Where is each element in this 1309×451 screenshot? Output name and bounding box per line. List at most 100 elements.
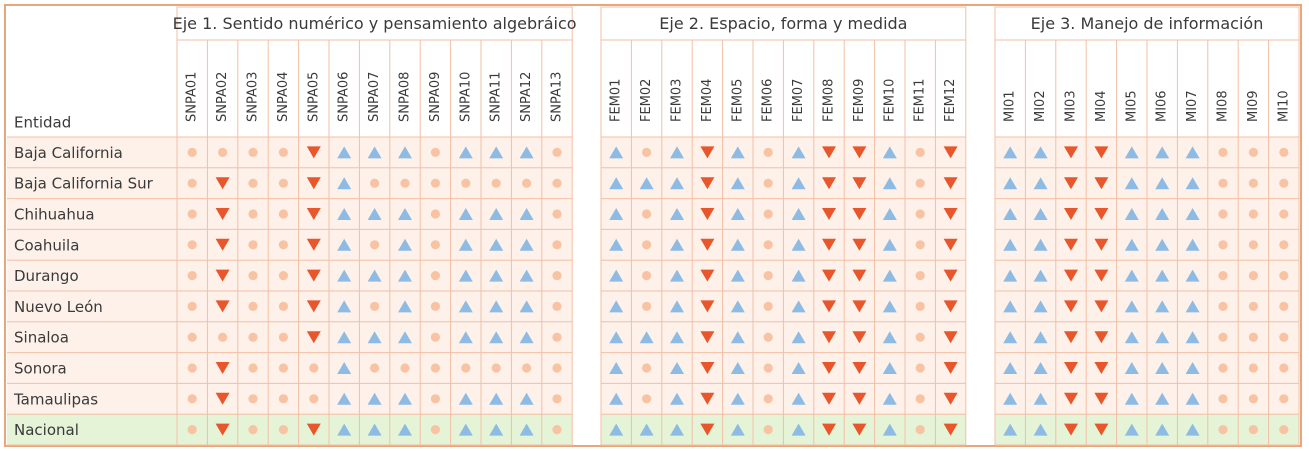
mark-down — [1064, 362, 1078, 374]
mark-circle — [278, 363, 288, 373]
mark-circle — [309, 394, 319, 404]
mark-circle — [430, 394, 440, 404]
mark-up — [1155, 300, 1170, 313]
mark-down — [852, 300, 867, 313]
mark-up — [519, 269, 534, 282]
mark-down — [943, 177, 958, 190]
mark-circle — [370, 301, 380, 311]
mark-up — [730, 177, 745, 190]
mark-circle — [430, 147, 440, 157]
mark-up — [730, 392, 745, 405]
mark-circle — [763, 271, 773, 281]
mark-up — [609, 208, 624, 220]
mark-down — [822, 146, 836, 159]
mark-down — [852, 208, 867, 220]
mark-up — [1003, 177, 1018, 190]
mark-circle — [248, 240, 258, 250]
mark-up — [519, 392, 534, 405]
column-label: FEM07 — [791, 79, 806, 122]
mark-up — [489, 331, 504, 344]
column-label: SNPA08 — [398, 72, 413, 122]
mark-down — [852, 269, 867, 282]
mark-up — [670, 392, 684, 405]
mark-up — [337, 146, 352, 159]
mark-up — [882, 269, 897, 282]
mark-down — [700, 300, 715, 313]
mark-circle — [187, 178, 197, 188]
mark-down — [306, 177, 321, 190]
mark-up — [337, 300, 352, 313]
mark-up — [489, 238, 504, 251]
mark-down — [1094, 362, 1109, 374]
mark-circle — [522, 363, 532, 373]
mark-up — [1033, 208, 1048, 220]
column-label: SNPA06 — [337, 72, 352, 122]
mark-up — [639, 331, 654, 344]
mark-circle — [430, 301, 440, 311]
mark-up — [1155, 269, 1170, 282]
mark-down — [943, 269, 958, 282]
mark-up — [458, 392, 473, 405]
column-label: MI03 — [1064, 90, 1079, 122]
mark-circle — [1279, 394, 1289, 404]
mark-circle — [248, 147, 258, 157]
mark-up — [670, 269, 684, 282]
mark-circle — [491, 178, 501, 188]
row-label: Durango — [14, 267, 79, 285]
mark-circle — [552, 301, 562, 311]
mark-up — [458, 146, 473, 159]
mark-up — [1124, 362, 1139, 374]
mark-up — [882, 362, 897, 374]
mark-up — [670, 146, 684, 159]
mark-circle — [763, 147, 773, 157]
mark-circle — [1248, 425, 1258, 435]
mark-up — [367, 423, 382, 436]
mark-down — [215, 208, 230, 220]
mark-circle — [400, 178, 410, 188]
mark-circle — [552, 271, 562, 281]
mark-up — [1155, 208, 1170, 220]
mark-up — [791, 208, 806, 220]
mark-circle — [248, 301, 258, 311]
column-label: SNPA05 — [306, 72, 321, 122]
mark-circle — [763, 209, 773, 219]
mark-up — [1003, 146, 1018, 159]
mark-down — [943, 300, 958, 313]
mark-down — [852, 177, 867, 190]
mark-up — [458, 238, 473, 251]
mark-circle — [248, 332, 258, 342]
mark-circle — [1218, 425, 1228, 435]
column-label: SNPA07 — [367, 72, 382, 122]
mark-up — [882, 331, 897, 344]
mark-up — [458, 269, 473, 282]
mark-up — [791, 362, 806, 374]
mark-down — [943, 208, 958, 220]
mark-circle — [552, 363, 562, 373]
mark-circle — [278, 178, 288, 188]
mark-down — [1064, 392, 1078, 405]
row-label: Chihuahua — [14, 206, 95, 224]
mark-down — [700, 146, 715, 159]
row-bg — [7, 137, 177, 168]
mark-up — [489, 269, 504, 282]
mark-down — [822, 423, 836, 436]
mark-down — [822, 238, 836, 251]
mark-up — [1003, 423, 1018, 436]
mark-up — [1003, 392, 1018, 405]
mark-circle — [430, 271, 440, 281]
mark-circle — [552, 178, 562, 188]
mark-down — [1094, 238, 1109, 251]
mark-up — [398, 146, 412, 159]
column-label: SNPA11 — [489, 72, 504, 122]
mark-up — [1185, 362, 1200, 374]
mark-up — [519, 146, 534, 159]
mark-circle — [915, 178, 925, 188]
mark-down — [700, 269, 715, 282]
mark-circle — [915, 240, 925, 250]
mark-down — [215, 392, 230, 405]
mark-circle — [552, 394, 562, 404]
mark-circle — [248, 425, 258, 435]
mark-circle — [552, 209, 562, 219]
row-bg — [7, 291, 177, 322]
column-label: FEM11 — [913, 79, 928, 122]
